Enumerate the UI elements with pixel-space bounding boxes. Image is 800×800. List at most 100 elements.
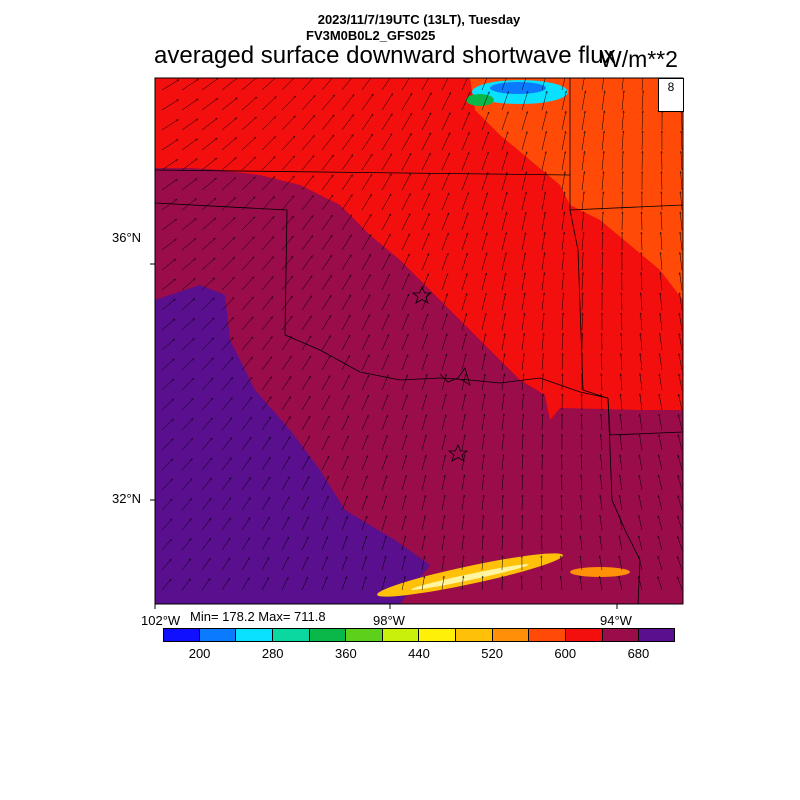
wind-vector-arrow [321, 476, 329, 491]
flux-field [155, 78, 683, 604]
wind-vector-arrow [341, 315, 351, 331]
wind-vector-arrow [301, 557, 309, 571]
wind-vector-arrow [502, 556, 503, 571]
wind-vector-arrow [221, 578, 230, 591]
wind-vector-arrow [321, 496, 329, 511]
wind-vector-arrow [562, 475, 563, 491]
color-legend-swatch [639, 628, 675, 642]
wind-vector-arrow [541, 78, 546, 91]
wind-vector-arrow [301, 236, 313, 251]
wind-vector-arrow [461, 112, 470, 131]
wind-vector-arrow [341, 476, 349, 491]
wind-vector-arrow [659, 414, 663, 431]
wind-vector-arrow [640, 394, 643, 411]
wind-vector-arrow [341, 94, 354, 111]
wind-vector-arrow [321, 516, 329, 531]
wind-vector-arrow [241, 417, 252, 431]
wind-vector-arrow [301, 95, 315, 111]
wind-vector-arrow [481, 475, 484, 491]
wind-vector-arrow [361, 556, 366, 571]
wind-vector-arrow [620, 475, 623, 491]
wind-vector-arrow [401, 496, 406, 511]
wind-vector-arrow [681, 131, 682, 151]
wind-vector-arrow [161, 99, 179, 111]
wind-vector-arrow [281, 316, 292, 331]
wind-vector-arrow [221, 498, 231, 511]
field-purple [155, 285, 430, 604]
color-legend-swatch [309, 628, 347, 642]
wind-vector-arrow [581, 171, 584, 191]
wind-vector-arrow [461, 193, 468, 211]
model-name-header: FV3M0B0L2_GFS025 [306, 28, 436, 43]
wind-vector-arrow [401, 153, 412, 171]
wind-vector-arrow [381, 78, 391, 91]
wind-vector-arrow [201, 578, 210, 591]
wind-vector-arrow [241, 137, 256, 151]
wind-vector-arrow [521, 273, 525, 291]
wind-vector-arrow [341, 496, 348, 511]
wind-vector-arrow [461, 515, 464, 531]
wind-vector-arrow [381, 516, 386, 531]
wind-vector-arrow [281, 156, 295, 171]
wind-vector-arrow [501, 253, 506, 271]
wind-vector-arrow [481, 535, 483, 551]
wind-vector-arrow [541, 556, 542, 571]
wind-vector-arrow [181, 539, 191, 551]
wind-vector-arrow [521, 293, 525, 311]
wind-vector-arrow [659, 394, 663, 411]
wind-vector-arrow [541, 353, 543, 371]
wind-vector-arrow [221, 138, 237, 151]
wind-vector-arrow [241, 117, 257, 131]
wind-vector-arrow [541, 91, 547, 111]
wind-vector-arrow [421, 193, 430, 211]
wind-vector-arrow [441, 354, 447, 371]
wind-vector-arrow [481, 293, 486, 311]
wind-vector-arrow [581, 192, 584, 211]
wind-vector-arrow [581, 232, 584, 251]
wind-vector-arrow [161, 159, 178, 171]
wind-vector-arrow [639, 475, 643, 491]
units-label: W/m**2 [600, 46, 678, 72]
wind-vector-arrow [401, 395, 407, 411]
wind-vector-arrow [161, 259, 176, 271]
wind-vector-arrow [261, 477, 271, 491]
wind-vector-arrow [562, 353, 563, 371]
wind-vector-arrow [201, 518, 211, 531]
wind-vector-arrow [221, 118, 237, 131]
wind-vector-arrow [542, 394, 543, 411]
wind-vector-arrow [680, 232, 683, 251]
wind-vector-arrow [301, 115, 315, 131]
wind-vector-arrow [641, 252, 642, 271]
wind-vector-arrow [361, 456, 368, 471]
wind-vector-arrow [621, 78, 624, 91]
wind-vector-arrow [361, 134, 373, 151]
wind-vector-arrow [221, 98, 237, 111]
wind-vector-arrow [261, 216, 274, 231]
wind-vector-arrow [381, 556, 386, 571]
wind-vector-arrow [501, 333, 505, 351]
reference-vector-box: 8 [658, 78, 684, 112]
wind-vector-arrow [461, 173, 469, 191]
wind-vector-arrow [601, 353, 602, 371]
wind-vector-arrow [401, 536, 406, 551]
wind-vector-arrow [677, 577, 683, 591]
wind-vector-arrow [341, 255, 352, 271]
wind-vector-arrow [201, 358, 214, 371]
wind-vector-arrow [521, 78, 527, 91]
wind-vector-arrow [581, 252, 583, 271]
wind-vector-arrow [281, 136, 295, 151]
wind-vector-arrow [620, 434, 623, 451]
wind-vector-arrow [201, 158, 217, 171]
cloud-patch [466, 94, 494, 106]
wind-vector-arrow [441, 455, 445, 471]
wind-vector-arrow [622, 192, 623, 211]
wind-vector-arrow [678, 435, 683, 451]
wind-vector-arrow [341, 295, 351, 311]
wind-vector-arrow [681, 171, 683, 191]
wind-vector-arrow [381, 355, 389, 371]
wind-vector-arrow [221, 418, 232, 431]
wind-vector-arrow [482, 556, 483, 571]
wind-vector-arrow [281, 96, 296, 111]
wind-vector-arrow [421, 113, 432, 131]
wind-vector-arrow [521, 192, 526, 211]
